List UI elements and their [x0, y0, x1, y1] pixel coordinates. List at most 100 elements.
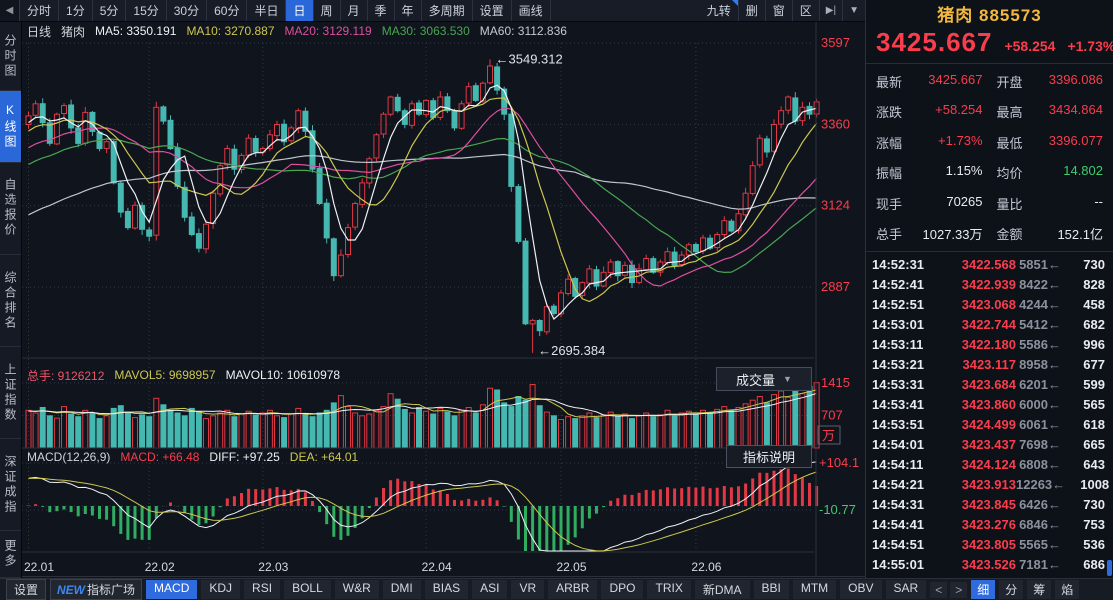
- indicator-tab[interactable]: DPO: [601, 580, 644, 599]
- trade-count: 996: [1083, 336, 1105, 352]
- period-button[interactable]: 60分: [207, 0, 248, 21]
- period-button[interactable]: 5分: [93, 0, 127, 21]
- sidebar-item[interactable]: 深证成指: [0, 439, 21, 532]
- svg-text:22.04: 22.04: [422, 560, 452, 574]
- indicator-tab[interactable]: DMI: [382, 580, 421, 599]
- trade-list[interactable]: 14:52:31 3422.568 5851← 730 14:52:41 3422.939…: [866, 254, 1113, 574]
- dropdown-arrow-icon[interactable]: ▼: [849, 5, 859, 16]
- sidebar-item[interactable]: 分时图: [0, 22, 21, 92]
- indicator-plaza-button[interactable]: NEW 指标广场: [50, 579, 143, 600]
- tool-button[interactable]: 删: [739, 0, 766, 21]
- quote-label: 振幅: [876, 166, 903, 182]
- sidebar-item[interactable]: 更多: [0, 531, 21, 579]
- indicator-tab[interactable]: RSI: [244, 580, 281, 599]
- sidebar-item[interactable]: 自选报价: [0, 163, 21, 255]
- period-button[interactable]: 分时: [20, 0, 60, 21]
- quote-row: 现手 70265 量比 --: [866, 188, 1113, 219]
- period-button[interactable]: 季: [368, 0, 395, 21]
- indicator-tab[interactable]: BIAS: [424, 580, 469, 599]
- indicator-tab[interactable]: ASI: [472, 580, 508, 599]
- trade-row: 14:54:01 3423.437 7698← 665: [866, 434, 1113, 454]
- trade-time: 14:53:11: [872, 336, 924, 352]
- kline-chart[interactable]: 3597 3360 3124 2887 1415 707 万 +104.1 -10.77 22.0…: [22, 22, 865, 578]
- price-block: 3425.667 +58.254 +1.73%: [866, 27, 1113, 61]
- tab-scroll-arrows: < >: [930, 581, 968, 598]
- trade-count: 682: [1083, 316, 1105, 332]
- period-button[interactable]: 日: [286, 0, 314, 21]
- trade-price: 3422.939: [961, 276, 1016, 292]
- trade-count: 565: [1083, 396, 1105, 412]
- next-window-icon[interactable]: ▶|: [820, 0, 844, 21]
- mini-tab[interactable]: 筹: [1027, 580, 1052, 599]
- indicator-tab[interactable]: TRIX: [647, 580, 691, 599]
- svg-text:3360: 3360: [821, 117, 850, 132]
- trade-price: 3423.437: [961, 436, 1016, 452]
- volume-indicator-dropdown[interactable]: 成交量 ▼: [716, 367, 812, 391]
- period-button[interactable]: 1分: [59, 0, 93, 21]
- indicator-tab[interactable]: MACD: [146, 580, 198, 599]
- indicator-tab[interactable]: ARBR: [548, 580, 598, 599]
- trade-row: 14:53:51 3424.499 6061← 618: [866, 414, 1113, 434]
- trade-row: 14:53:41 3423.860 6000← 565: [866, 394, 1113, 414]
- indicator-tab[interactable]: MTM: [792, 580, 837, 599]
- quote-value: --: [1094, 193, 1103, 209]
- period-button[interactable]: 设置: [473, 0, 512, 21]
- tabs-scroll-left-icon[interactable]: <: [930, 581, 948, 598]
- period-button[interactable]: 年: [395, 0, 422, 21]
- quote-value: 3396.077: [1048, 132, 1103, 148]
- trade-price: 3422.180: [961, 336, 1016, 352]
- indicator-tab[interactable]: VR: [511, 580, 545, 599]
- period-button[interactable]: 15分: [126, 0, 167, 21]
- indicator-settings-button[interactable]: 设置: [6, 579, 47, 600]
- quote-cell: 涨跌 +58.254: [876, 102, 983, 121]
- mini-tab[interactable]: 分: [999, 580, 1024, 599]
- quote-label: 最高: [996, 105, 1023, 121]
- trade-count: 599: [1083, 376, 1105, 392]
- quote-row: 涨跌 +58.254 最高 3434.864: [866, 97, 1113, 128]
- svg-text:3124: 3124: [821, 198, 850, 213]
- indicator-tab[interactable]: BBI: [753, 580, 789, 599]
- period-button[interactable]: 半日: [247, 0, 287, 21]
- tool-button[interactable]: 九转: [700, 0, 739, 21]
- trade-time: 14:52:51: [872, 296, 925, 312]
- sidebar-item[interactable]: 综合排名: [0, 255, 21, 348]
- indicator-tab[interactable]: W&R: [334, 580, 379, 599]
- trade-price: 3424.124: [961, 456, 1016, 472]
- tool-button[interactable]: 窗: [766, 0, 793, 21]
- indicator-help-button[interactable]: 指标说明: [726, 445, 812, 468]
- trade-count: 618: [1083, 416, 1105, 432]
- mini-tab[interactable]: 焰: [1055, 580, 1080, 599]
- sidebar-item[interactable]: 上证指数: [0, 347, 21, 440]
- period-button[interactable]: 多周期: [422, 0, 473, 21]
- collapse-panel-icon[interactable]: ◀: [0, 0, 20, 21]
- tool-button[interactable]: 区: [793, 0, 820, 21]
- trade-price: 3423.913: [961, 476, 1016, 492]
- trade-row: 14:53:01 3422.744 5412← 682: [866, 314, 1113, 334]
- trade-price: 3423.117: [962, 356, 1016, 372]
- period-button[interactable]: 画线: [512, 0, 551, 21]
- svg-text:3597: 3597: [821, 35, 850, 50]
- svg-text:+104.1: +104.1: [819, 455, 859, 470]
- tabs-scroll-right-icon[interactable]: >: [950, 581, 968, 598]
- trades-scrollbar-thumb[interactable]: [1107, 560, 1112, 576]
- tool-button-group: 九转删窗区: [700, 0, 820, 21]
- sidebar-item[interactable]: K线图: [0, 91, 21, 163]
- period-button[interactable]: 月: [341, 0, 368, 21]
- trade-volume: 5586←: [1019, 336, 1061, 352]
- trade-time: 14:52:31: [872, 256, 925, 272]
- indicator-tab[interactable]: BOLL: [284, 580, 331, 599]
- quote-value: 3425.667: [928, 71, 983, 87]
- svg-text:-10.77: -10.77: [819, 502, 856, 517]
- indicator-tab[interactable]: SAR: [885, 580, 927, 599]
- trade-price: 3423.805: [961, 536, 1016, 552]
- divider: [866, 63, 1113, 64]
- trade-count: 1008: [1080, 476, 1110, 492]
- period-button[interactable]: 30分: [167, 0, 208, 21]
- indicator-tab[interactable]: KDJ: [201, 580, 241, 599]
- mini-tab[interactable]: 细: [971, 580, 996, 599]
- indicator-tab[interactable]: 新DMA: [694, 580, 750, 599]
- period-button[interactable]: 周: [314, 0, 341, 21]
- mini-tab-group: 细分筹焰: [971, 580, 1080, 599]
- indicator-tab[interactable]: OBV: [840, 580, 882, 599]
- quote-stats: 最新 3425.667 开盘 3396.086 涨跌 +58.254 最高 3434.864 涨…: [866, 66, 1113, 249]
